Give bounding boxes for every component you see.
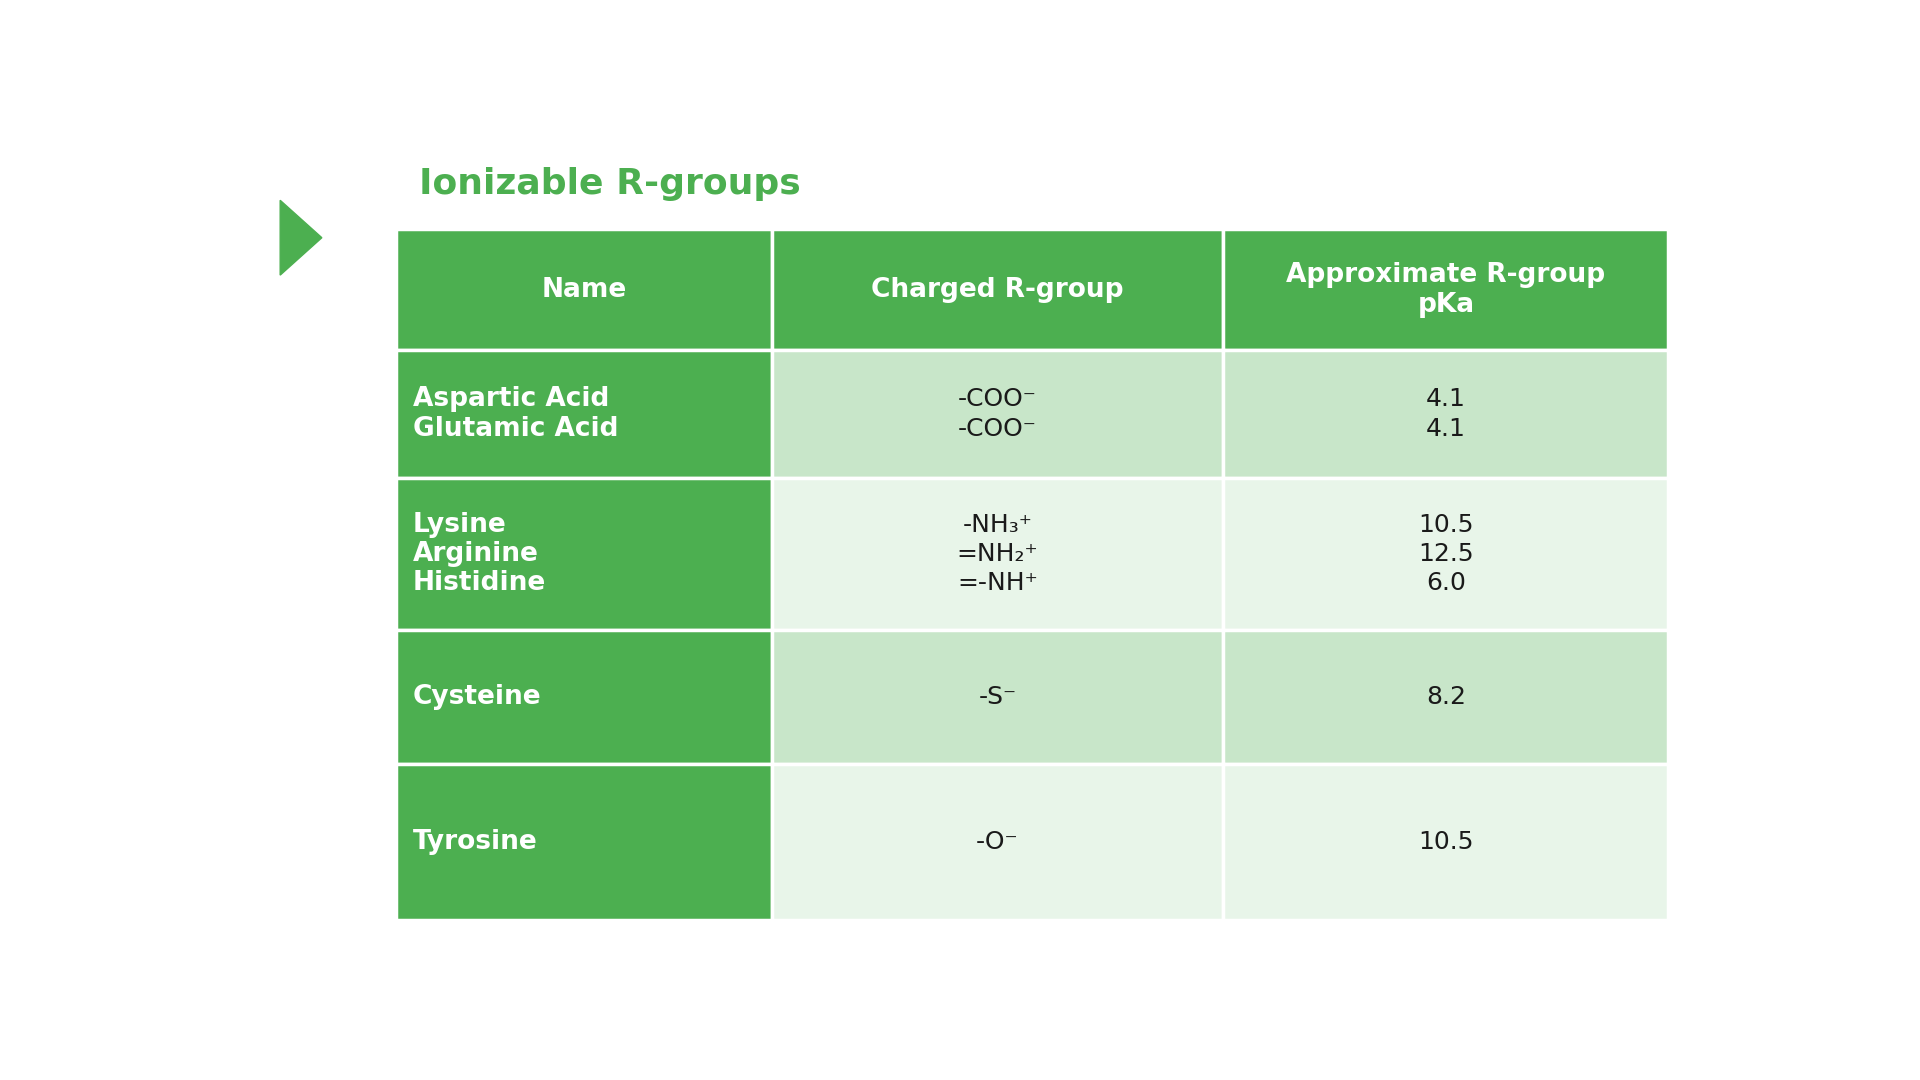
Text: 10.5: 10.5 [1419,829,1473,854]
Text: 6.0: 6.0 [1427,571,1465,595]
Bar [772,630,1223,765]
Text: Glutamic Acid: Glutamic Acid [413,416,618,442]
Text: -O⁻: -O⁻ [975,829,1020,854]
Bar [772,350,1223,477]
Text: Approximate R-group
pKa: Approximate R-group pKa [1286,261,1605,318]
Bar [1223,229,1668,350]
Bar [772,477,1223,630]
Text: Ionizable R-groups: Ionizable R-groups [419,167,801,201]
Text: 8.2: 8.2 [1427,685,1465,710]
Text: Charged R-group: Charged R-group [872,276,1123,302]
Bar [772,765,1223,919]
Text: 4.1: 4.1 [1427,417,1465,441]
Text: Name: Name [541,276,626,302]
Text: -COO⁻: -COO⁻ [958,417,1037,441]
Text: -COO⁻: -COO⁻ [958,388,1037,411]
Text: -NH₃⁺: -NH₃⁺ [962,513,1033,537]
Bar [1223,765,1668,919]
Text: 10.5: 10.5 [1419,513,1473,537]
Bar [396,477,772,630]
Text: =NH₂⁺: =NH₂⁺ [956,542,1039,566]
Text: 12.5: 12.5 [1419,542,1475,566]
Bar [396,630,772,765]
Text: Cysteine: Cysteine [413,684,541,710]
Bar [1223,630,1668,765]
Text: =-NH⁺: =-NH⁺ [956,571,1037,595]
Bar [772,229,1223,350]
Text: 4.1: 4.1 [1427,388,1465,411]
Text: -S⁻: -S⁻ [979,685,1016,710]
Polygon shape [280,200,323,275]
Text: Aspartic Acid: Aspartic Acid [413,387,609,413]
Text: Lysine: Lysine [413,512,507,538]
Bar [1223,477,1668,630]
Bar [396,350,772,477]
Text: Histidine: Histidine [413,570,545,596]
Bar [1223,350,1668,477]
Text: Tyrosine: Tyrosine [413,829,538,855]
Text: Arginine: Arginine [413,541,540,567]
Bar [396,229,772,350]
Bar [396,765,772,919]
